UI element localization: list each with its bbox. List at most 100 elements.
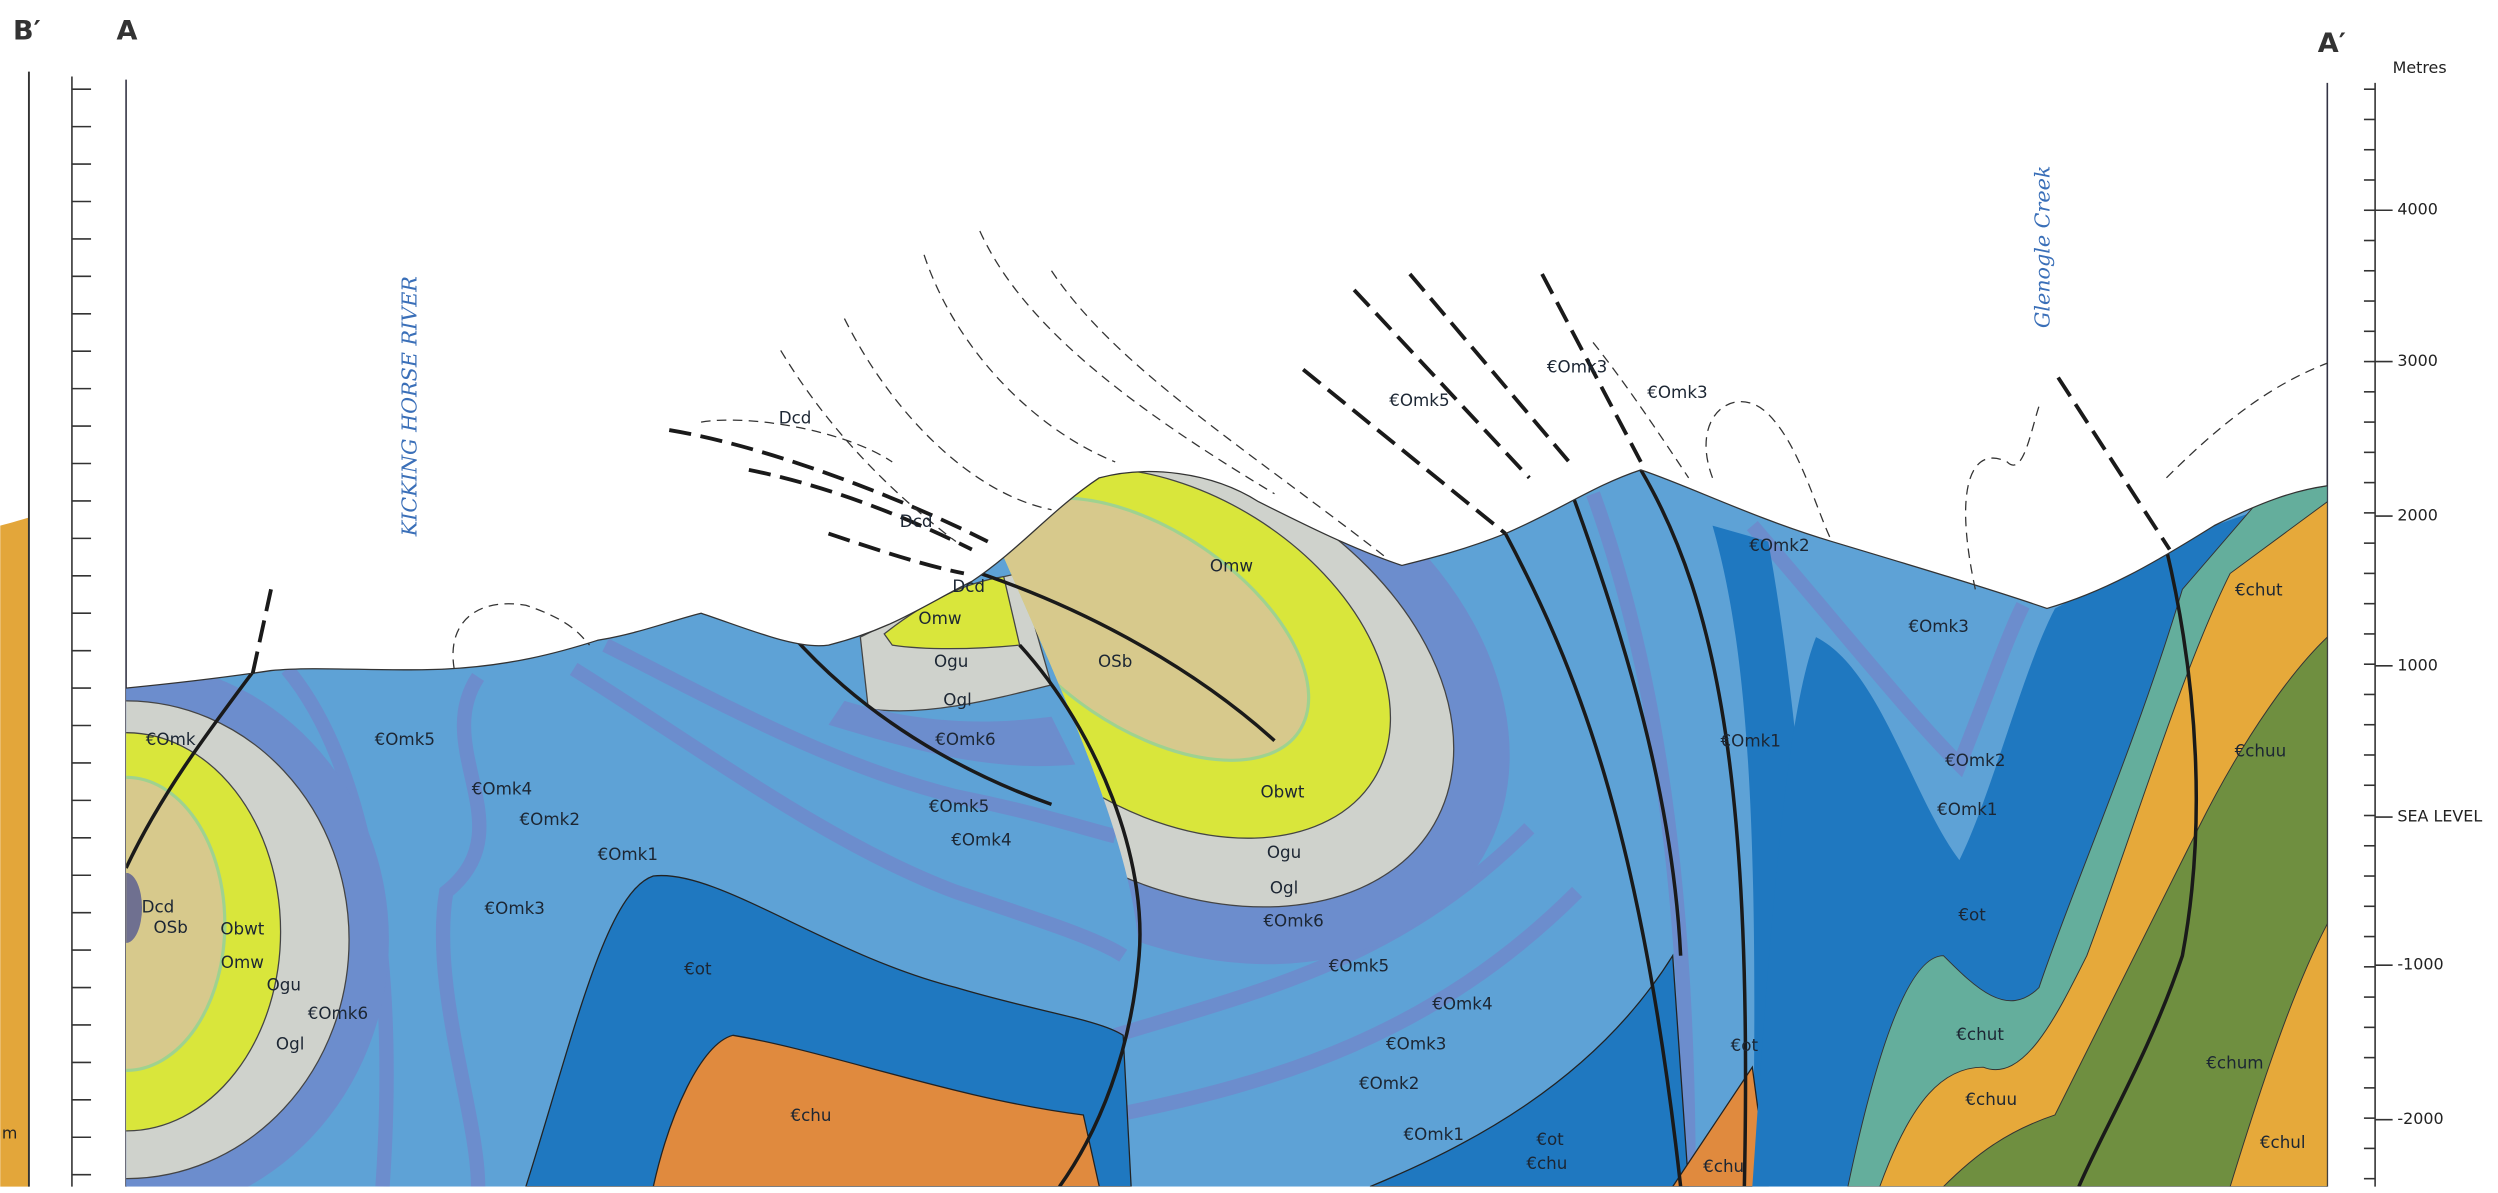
unit-label: €Omk4 [1432,994,1492,1014]
unit [1369,953,1690,1187]
band [435,672,487,1187]
unit-label: €Omk2 [520,809,580,829]
unit-label: €ot [1958,904,1986,924]
unit-label: €Omk3 [485,898,545,918]
unit-label: €chuu [2235,740,2287,760]
unit [126,872,143,943]
unit-label: €Omk6 [935,729,995,749]
unit-label: €ot [684,959,712,979]
scale-tick-label: 2000 [2397,506,2437,525]
unit-label: Ogl [276,1033,304,1053]
unit-label: €Omk2 [1749,535,1809,555]
unit-label: €Omk5 [929,796,989,816]
unit [828,700,1076,767]
place-label: Glenogle Creek [2030,166,2054,329]
unit-label: €Omk3 [1908,616,1968,636]
unit-label: €chu [790,1105,831,1125]
scale-tick-label: SEA LEVEL [2397,807,2482,826]
section-label: A′ [2318,28,2346,59]
fold-trace [452,603,591,670]
unit-label: €Omk4 [951,829,1011,849]
unit-label: Ogl [1270,877,1298,897]
fault-projection [1352,288,1531,480]
unit-label: €chu [1526,1153,1567,1173]
unit-label: €chuu [1965,1089,2017,1109]
section-label: A [117,15,138,46]
fault-projection [668,428,989,544]
unit-label: Dcd [142,896,175,916]
scale-tick-label: 1000 [2397,655,2437,674]
unit-label: Omw [918,608,961,628]
unit-label: €Omk1 [1721,731,1781,751]
unit [1942,636,2328,1187]
scale-title: Metres [2393,58,2447,77]
fault [1018,643,1142,1187]
fault-projection [827,531,965,576]
band [569,662,1128,962]
unit-label: €Omk6 [1263,911,1323,931]
fault [126,667,257,869]
fold-trace [1964,405,2040,590]
fault [1503,532,1683,1187]
scale-tick-label: -1000 [2397,955,2443,974]
unit-label: Omw [1210,556,1253,576]
unit-label: €Omk6 [308,1003,368,1023]
fault-projection [1540,273,1643,463]
unit-label: €Omk5 [375,729,435,749]
unit-label: €Omk5 [1389,390,1449,410]
band [1113,823,1535,1043]
unit-label: Ogu [267,974,301,994]
scale-tick-label: 3000 [2397,351,2437,370]
scale-tick-label: 4000 [2397,200,2437,219]
fold-trace [923,254,1116,463]
scale-tick-label: -2000 [2397,1109,2443,1128]
fold-trace [979,230,1275,495]
unit-label: €chul [2260,1132,2306,1152]
unit-label: Omw [221,952,264,972]
fold-trace [2165,362,2328,479]
edge-label: m [2,1124,18,1143]
unit-label: €Omk [146,729,196,749]
unit [652,1034,1101,1187]
unit-label: €Omk3 [1386,1033,1446,1053]
g [452,230,2328,670]
band [1586,491,1696,1187]
topography [126,469,2328,689]
unit-label: €Omk3 [1647,382,1707,402]
unit-label: €Omk1 [1404,1124,1464,1144]
fault [1639,469,1748,1187]
unit-label: €chu [1703,1156,1744,1176]
place-label: KICKING HORSE RIVER [398,276,422,537]
unit-label: Ogu [1267,842,1301,862]
unit-label: Obwt [1260,782,1304,802]
fold-trace [1592,342,1690,479]
unit-label: Ogl [943,689,971,709]
unit-label: €Omk5 [1329,955,1389,975]
g [126,469,2199,1187]
strip-unit [0,517,29,1187]
fault [1567,485,1683,956]
unit-label: €Omk1 [1937,799,1997,819]
fold-trace [1050,270,1387,558]
ruler-ticks [71,88,2393,1180]
g [281,491,2030,1187]
unit-label: Obwt [220,919,264,939]
fault [955,563,1276,742]
fault-projection [1301,368,1507,536]
unit-label: €Omk1 [598,844,658,864]
unit-label: Dcd [952,576,985,596]
g [126,469,2328,1187]
fold-trace [780,350,957,543]
fault [2077,549,2199,1187]
unit-label: Ogu [934,651,968,671]
band [1113,886,1583,1122]
unit-label: €Omk2 [1359,1073,1419,1093]
band [602,638,1117,844]
fault-projection [250,588,273,678]
unit-label: €Omk4 [472,779,532,799]
g [250,272,2172,678]
fault-projection [1408,272,1571,464]
band [1746,520,2030,778]
